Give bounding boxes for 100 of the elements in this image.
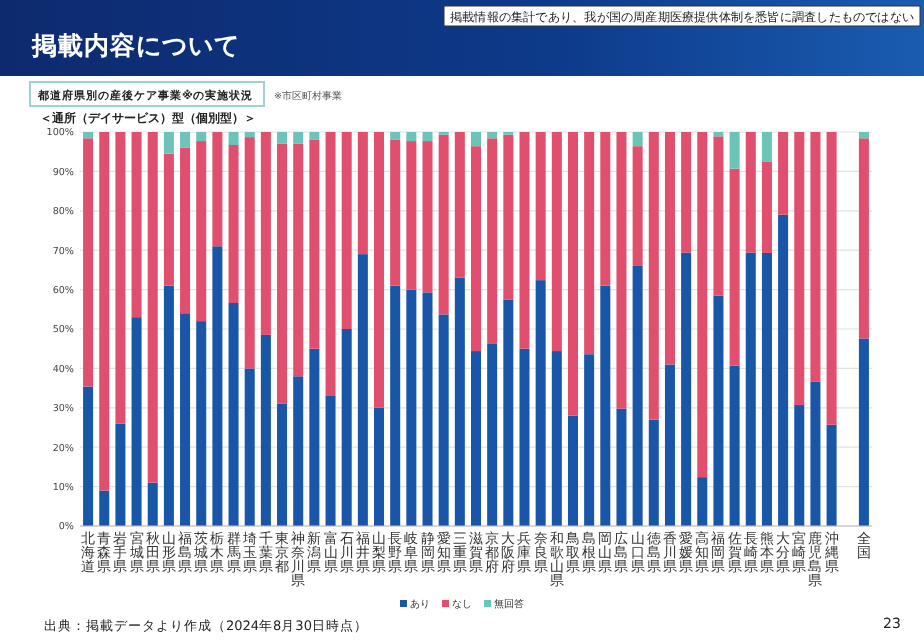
bar: [470, 146, 482, 352]
bar: [163, 153, 174, 286]
bar: [729, 168, 740, 366]
bar: [131, 317, 142, 526]
bar: [664, 364, 675, 526]
bar: [600, 285, 611, 526]
bar: [584, 132, 595, 355]
bar: [729, 132, 740, 169]
bar: [163, 132, 174, 154]
bar: [648, 132, 659, 420]
bar: [648, 419, 659, 526]
bar: [309, 132, 320, 140]
bar: [277, 143, 288, 404]
bar: [535, 132, 546, 281]
bar: [422, 292, 433, 526]
bar: [260, 334, 271, 526]
bar: [745, 132, 756, 253]
bar: [196, 141, 207, 322]
bar: [374, 407, 385, 526]
bar: [293, 143, 304, 377]
bar: [390, 132, 401, 140]
bar: [761, 161, 772, 253]
bar: [422, 141, 433, 293]
bar: [761, 132, 772, 162]
bar: [163, 285, 174, 526]
bar: [83, 132, 94, 139]
bar: [212, 132, 223, 247]
bar: [244, 368, 255, 526]
bar: [83, 386, 94, 526]
bar: [260, 132, 271, 335]
bar: [632, 146, 643, 266]
bar: [438, 314, 449, 526]
bar: [180, 147, 191, 314]
bar: [794, 405, 805, 526]
bar: [374, 132, 385, 408]
bar: [858, 138, 869, 339]
bar: [325, 132, 336, 396]
bar: [390, 285, 401, 526]
bar: [406, 132, 417, 142]
bar: [761, 252, 772, 526]
bar: [341, 329, 352, 526]
bar: [470, 132, 482, 147]
bar: [325, 395, 336, 526]
bar: [196, 321, 207, 526]
bar: [664, 132, 675, 365]
bar: [810, 132, 821, 382]
bar: [519, 348, 530, 526]
bar: [535, 280, 546, 526]
bar: [180, 313, 191, 526]
bar: [697, 477, 708, 526]
bar: [147, 482, 158, 526]
bar: [277, 403, 288, 526]
bar: [115, 132, 126, 424]
bar: [519, 132, 530, 349]
bar: [470, 351, 482, 526]
bar: [616, 408, 627, 526]
bar: [147, 132, 158, 483]
bar: [228, 145, 239, 303]
bar: [858, 132, 869, 139]
bar: [487, 343, 498, 526]
bar: [196, 132, 207, 142]
bar: [244, 132, 255, 138]
bar: [341, 132, 352, 329]
bar: [503, 134, 514, 300]
bar: [454, 132, 465, 278]
bar: [277, 132, 288, 144]
bar: [422, 132, 433, 142]
bar: [713, 136, 724, 296]
bar: [487, 138, 498, 344]
bar: [228, 303, 239, 526]
bar: [778, 214, 789, 526]
bar: [616, 132, 627, 409]
bar: [390, 139, 401, 286]
bar: [309, 139, 320, 349]
bar: [584, 354, 595, 526]
bar: [99, 132, 110, 491]
bar: [293, 376, 304, 526]
bar: [794, 132, 805, 406]
bar: [357, 254, 368, 526]
bar: [729, 365, 740, 526]
bar: [551, 132, 562, 352]
bar: [438, 134, 449, 315]
bar: [681, 252, 692, 526]
bar: [406, 289, 417, 526]
bar: [826, 132, 837, 425]
bar: [567, 132, 578, 416]
bar: [212, 246, 223, 526]
bar: [454, 277, 465, 526]
bar: [487, 132, 498, 139]
bar: [228, 132, 239, 145]
bar: [858, 338, 869, 526]
bar: [357, 132, 368, 255]
bar: [713, 295, 724, 526]
bar: [131, 132, 142, 318]
bar: [632, 265, 643, 526]
bar: [406, 141, 417, 290]
bar: [309, 348, 320, 526]
bar: [632, 132, 643, 147]
bar: [810, 381, 821, 526]
bar: [551, 351, 562, 526]
